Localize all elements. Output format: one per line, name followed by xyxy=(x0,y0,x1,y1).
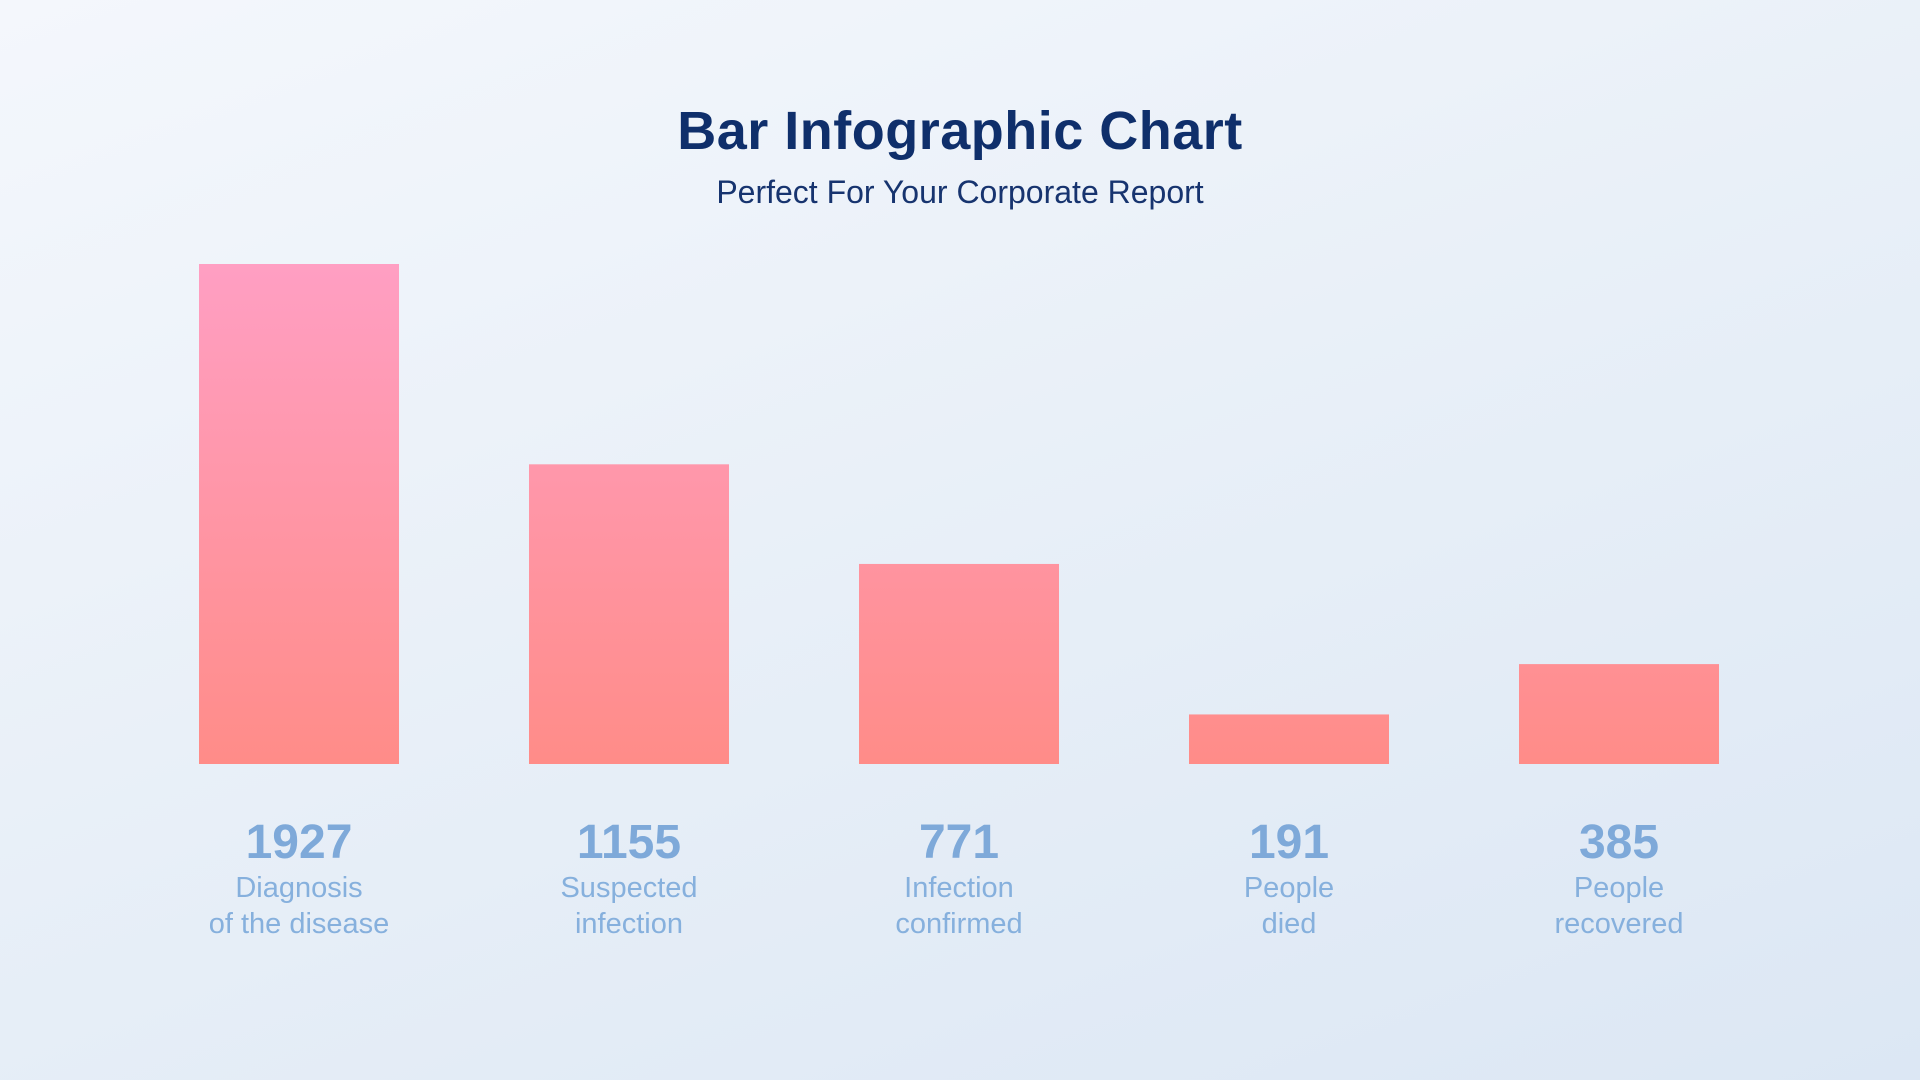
category-label-2-line-1: confirmed xyxy=(895,908,1022,940)
category-label-3-line-0: People xyxy=(1244,872,1334,904)
bar-3 xyxy=(1189,714,1389,764)
category-label-4-line-1: recovered xyxy=(1555,908,1684,940)
category-label-1-line-0: Suspected xyxy=(560,872,697,904)
category-label-1-line-1: infection xyxy=(575,908,683,940)
chart-subtitle: Perfect For Your Corporate Report xyxy=(716,174,1204,210)
bar-0 xyxy=(199,264,399,764)
category-label-4-line-0: People xyxy=(1574,872,1664,904)
bar-2 xyxy=(859,563,1059,764)
value-label-3: 191 xyxy=(1249,816,1329,869)
value-label-1: 1155 xyxy=(577,816,681,869)
value-label-0: 1927 xyxy=(246,816,353,869)
chart-title: Bar Infographic Chart xyxy=(677,101,1243,161)
bar-4 xyxy=(1519,664,1719,764)
bar-group xyxy=(199,264,1719,764)
chart-header: Bar Infographic Chart Perfect For Your C… xyxy=(0,98,1920,212)
value-label-2: 771 xyxy=(919,816,999,869)
category-label-0-line-1: of the disease xyxy=(209,908,390,940)
value-label-4: 385 xyxy=(1579,816,1659,869)
category-label-0-line-0: Diagnosis xyxy=(235,872,362,904)
category-label-3-line-1: died xyxy=(1262,908,1317,940)
category-label-2-line-0: Infection xyxy=(904,872,1014,904)
bar-1 xyxy=(529,464,729,764)
